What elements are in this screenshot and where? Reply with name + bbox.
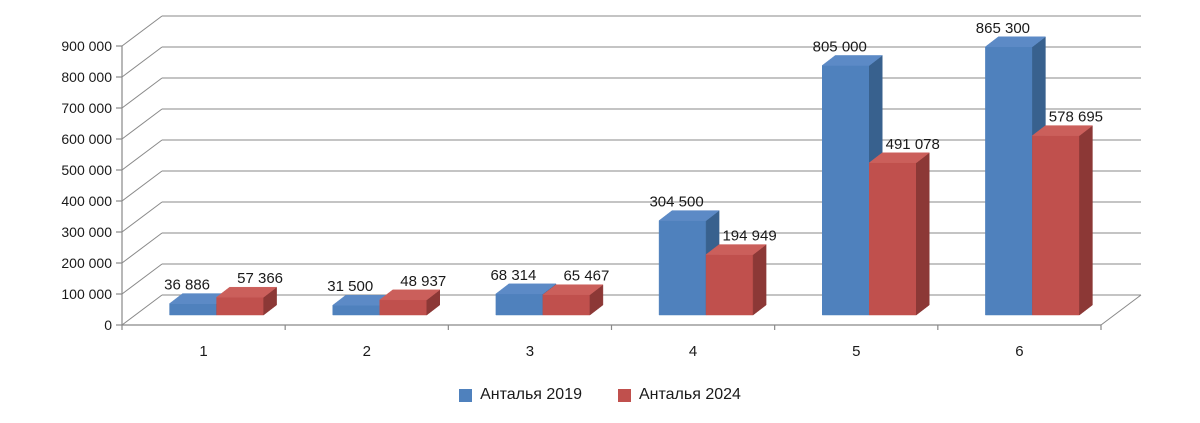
bar-top-face: [868, 152, 930, 164]
x-axis-category-label: 2: [363, 343, 371, 360]
bar-data-label: 491 078: [886, 136, 940, 153]
y-axis-label: 500 000: [61, 162, 112, 178]
bar-top-face: [1031, 125, 1094, 136]
y-axis-label: 600 000: [61, 131, 112, 147]
bar-data-label: 304 500: [649, 194, 703, 211]
bar-front-face: [332, 304, 380, 316]
legend-swatch-2019: [459, 388, 473, 402]
bar-top-face: [542, 284, 604, 295]
y-axis-label: 700 000: [61, 100, 112, 116]
y-axis-label: 900 000: [61, 38, 112, 54]
bar-front-face: [542, 294, 591, 316]
bar-front-face: [822, 65, 870, 316]
bar-data-label: 57 366: [237, 270, 283, 287]
y-axis-label: 800 000: [61, 69, 112, 85]
bar-front-face: [658, 220, 707, 316]
bar-top-face: [215, 286, 278, 298]
bar-side-face: [916, 152, 930, 316]
gridline-depth-segment: [121, 170, 163, 202]
bar-data-label: 48 937: [400, 273, 446, 290]
bar-top-face: [984, 36, 1047, 48]
legend-item-2024: Анталья 2024: [618, 387, 741, 403]
y-axis-label: 0: [104, 317, 112, 333]
bar-front-face: [216, 296, 264, 316]
bar-side-face: [1079, 125, 1093, 316]
gridline-depth-segment: [121, 201, 163, 233]
bar-front-face: [495, 293, 544, 316]
bar-data-label: 805 000: [813, 38, 867, 55]
floor-right-edge: [1100, 294, 1142, 326]
y-axis-label: 100 000: [61, 286, 112, 302]
bar-top-face: [821, 55, 883, 66]
x-axis-category-label: 4: [689, 343, 697, 360]
bar-data-label: 36 886: [164, 277, 210, 294]
bar-side-face: [752, 244, 767, 316]
bar-top-face: [658, 210, 720, 221]
bar-front-face: [169, 303, 217, 316]
legend-label-2019: Анталья 2019: [480, 386, 582, 403]
bar-top-face: [379, 289, 441, 301]
bar-top-face: [705, 244, 767, 255]
bar-data-label: 31 500: [327, 278, 373, 295]
gridline-depth-segment: [121, 108, 163, 140]
bar-data-label: 65 467: [563, 268, 609, 285]
bar-front-face: [1032, 135, 1080, 316]
gridline-depth-segment: [121, 46, 163, 78]
bar-front-face: [379, 299, 427, 316]
gridline-depth-segment: [121, 232, 163, 264]
legend-label-2024: Анталья 2024: [639, 386, 741, 403]
bar-data-label: 194 949: [722, 228, 776, 245]
gridline-depth-segment: [121, 294, 163, 326]
bar-data-label: 68 314: [490, 267, 536, 284]
x-axis-category-label: 1: [199, 343, 207, 360]
legend-swatch-2024: [618, 388, 631, 402]
bar-top-face: [495, 283, 557, 295]
gridline-depth-segment: [121, 263, 163, 295]
legend-item-2019: Анталья 2019: [459, 387, 582, 403]
legend: Анталья 2019 Анталья 2024: [0, 383, 1200, 407]
y-axis-label: 200 000: [61, 255, 112, 271]
bar-data-label: 865 300: [976, 20, 1030, 37]
gridline-depth-segment: [121, 15, 163, 47]
x-axis-category-label: 3: [526, 343, 534, 360]
bar-front-face: [869, 162, 917, 316]
y-axis-label: 400 000: [61, 193, 112, 209]
gridline-depth-segment: [121, 77, 163, 109]
x-axis-category-label: 6: [1015, 343, 1023, 360]
bar-data-label: 578 695: [1049, 109, 1103, 126]
bar-front-face: [985, 46, 1033, 316]
x-axis-category-label: 5: [852, 343, 860, 360]
y-axis-label: 300 000: [61, 224, 112, 240]
bar-front-face: [705, 254, 754, 316]
gridline-depth-segment: [121, 139, 163, 171]
